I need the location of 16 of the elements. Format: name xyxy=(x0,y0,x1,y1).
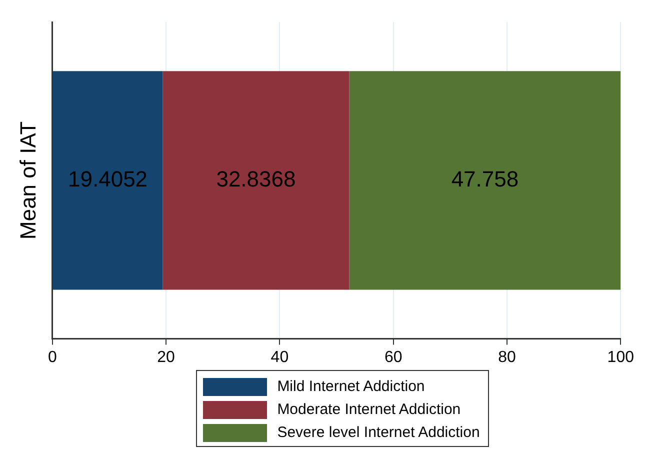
x-tick-label: 0 xyxy=(48,348,57,366)
legend-label: Severe level Internet Addiction xyxy=(277,424,480,441)
bar xyxy=(162,71,350,290)
legend-label: Moderate Internet Addiction xyxy=(277,401,461,418)
data-label: 19.4052 xyxy=(68,166,148,192)
legend-label: Mild Internet Addiction xyxy=(277,378,425,395)
bar xyxy=(349,71,621,290)
x-tick-label: 40 xyxy=(270,348,289,366)
data-label: 32.8368 xyxy=(216,166,296,192)
bar xyxy=(52,71,163,290)
x-tick-label: 20 xyxy=(157,348,176,366)
x-tick-label: 60 xyxy=(384,348,402,366)
y-axis-title: Mean of IAT xyxy=(15,121,40,240)
x-tick-label: 100 xyxy=(607,348,634,366)
x-tick-label: 80 xyxy=(498,348,516,366)
data-label: 47.758 xyxy=(451,166,519,192)
